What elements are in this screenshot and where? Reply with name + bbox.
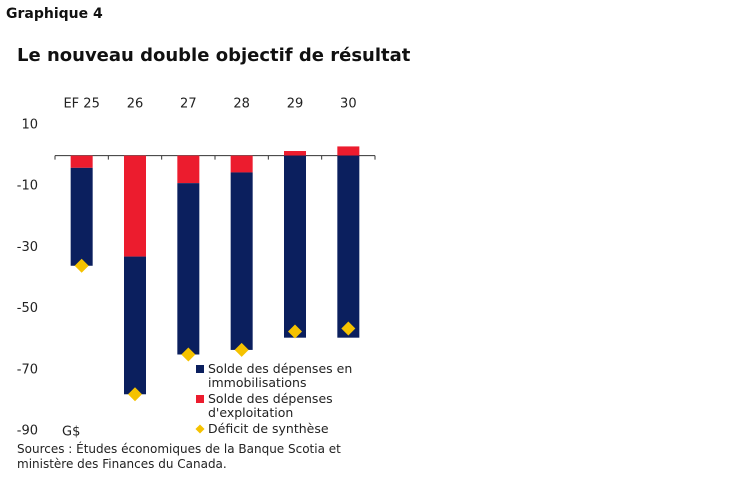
marker bbox=[74, 258, 89, 273]
y-tick-label: -50 bbox=[17, 301, 38, 316]
legend: Solde des dépenses en immobilisations Sol… bbox=[195, 362, 366, 438]
marker bbox=[234, 342, 249, 357]
legend-swatch bbox=[195, 424, 205, 434]
legend-item: Solde des dépenses d'exploitation bbox=[196, 392, 366, 420]
bar bbox=[70, 167, 93, 266]
x-tick-label: 30 bbox=[340, 97, 357, 112]
legend-label: Solde des dépenses d'exploitation bbox=[208, 391, 333, 420]
chart-title: Le nouveau double objectif de résultat bbox=[17, 45, 411, 66]
bar bbox=[284, 155, 306, 338]
bar bbox=[124, 256, 146, 395]
bar bbox=[70, 155, 93, 168]
y-tick-label: 10 bbox=[21, 118, 38, 133]
unit-label: G$ bbox=[62, 425, 80, 440]
source-note: Sources : Études économiques de la Banqu… bbox=[17, 442, 341, 471]
x-tick-label: EF 25 bbox=[63, 97, 99, 112]
legend-label: Solde des dépenses en immobilisations bbox=[208, 361, 353, 390]
legend-swatch bbox=[196, 365, 204, 373]
bar bbox=[337, 146, 360, 156]
legend-label: Déficit de synthèse bbox=[208, 421, 329, 436]
legend-item: Déficit de synthèse bbox=[195, 421, 366, 436]
figure-label: Graphique 4 bbox=[6, 6, 103, 22]
x-tick-label: 29 bbox=[287, 97, 304, 112]
bar bbox=[124, 155, 146, 257]
y-tick-label: -10 bbox=[17, 179, 38, 194]
bar bbox=[177, 155, 200, 184]
marker bbox=[128, 387, 142, 402]
bar bbox=[284, 151, 306, 156]
y-tick-label: -30 bbox=[17, 240, 38, 255]
bar bbox=[337, 155, 360, 338]
legend-item: Solde des dépenses en immobilisations bbox=[196, 362, 366, 390]
y-tick-label: -90 bbox=[17, 424, 38, 439]
bar bbox=[230, 155, 253, 173]
x-tick-label: 27 bbox=[180, 97, 197, 112]
marker bbox=[181, 347, 196, 362]
y-tick-label: -70 bbox=[17, 362, 38, 377]
bar bbox=[230, 172, 253, 350]
x-tick-label: 26 bbox=[127, 97, 144, 112]
bar bbox=[177, 183, 200, 355]
x-tick-label: 28 bbox=[233, 97, 250, 112]
marker bbox=[288, 324, 302, 339]
legend-swatch bbox=[196, 395, 204, 403]
marker bbox=[341, 321, 356, 336]
